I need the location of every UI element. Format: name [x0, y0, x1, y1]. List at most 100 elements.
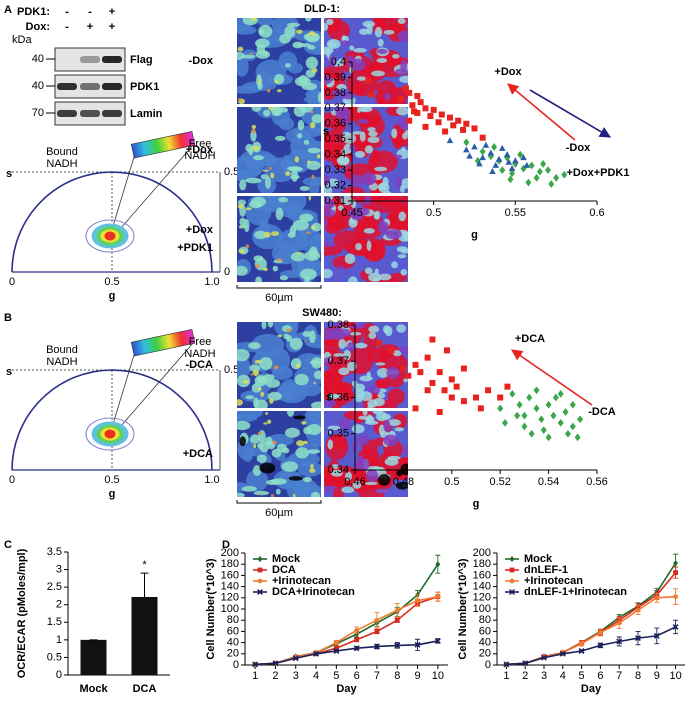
image-blob	[286, 335, 293, 342]
image-blob	[400, 248, 408, 254]
y-tick-label: 140	[473, 581, 491, 593]
blot-row-label: Dox:	[26, 21, 50, 33]
image-blob	[337, 155, 350, 166]
image-blob	[352, 480, 362, 489]
image-blob	[237, 349, 250, 362]
y-tick-label: 0.35	[328, 428, 349, 440]
y-tick-label: 80	[227, 614, 239, 626]
image-blob	[338, 418, 351, 430]
image-blob	[274, 135, 286, 141]
image-blob	[368, 325, 380, 333]
point	[540, 160, 547, 168]
point	[504, 383, 511, 390]
series-line	[255, 640, 439, 666]
phasor-contour	[104, 429, 116, 439]
point	[333, 648, 340, 654]
image-blob	[304, 250, 321, 261]
blot-row-label: PDK1:	[17, 6, 50, 18]
image-blob	[368, 385, 381, 394]
condition-label: +Dox	[186, 144, 214, 156]
micro-title: DLD-1:	[304, 3, 340, 15]
point	[526, 393, 533, 402]
point	[509, 389, 516, 398]
phasor-contour	[104, 231, 116, 241]
image-blob	[250, 129, 257, 142]
image-blob	[274, 80, 279, 84]
image-blob	[277, 258, 282, 262]
image-blob	[286, 411, 295, 417]
image-blob	[391, 261, 398, 269]
image-blob	[396, 470, 403, 477]
blot-band	[80, 83, 100, 90]
image-blob	[371, 70, 385, 77]
point	[512, 157, 519, 164]
image-blob	[237, 355, 251, 381]
image-blob	[372, 277, 380, 282]
point	[635, 635, 641, 642]
point	[479, 147, 486, 156]
image-blob	[313, 370, 321, 380]
image-blob	[374, 268, 379, 276]
image-blob	[285, 171, 291, 177]
image-blob	[397, 254, 407, 259]
blot-sign: +	[109, 6, 115, 18]
x-tick-label: 0.45	[341, 207, 362, 219]
point	[414, 641, 421, 648]
image-blob	[324, 198, 335, 210]
image-blob	[307, 423, 321, 435]
point	[528, 161, 535, 170]
y-tick-label: 0.39	[325, 71, 346, 83]
image-blob	[364, 196, 372, 206]
image-blob	[264, 231, 271, 238]
x-axis-label: Day	[581, 683, 602, 695]
point	[429, 380, 436, 386]
point	[503, 151, 511, 158]
image-blob	[324, 185, 333, 193]
image-blob	[260, 391, 265, 397]
y-tick-label: 180	[221, 558, 239, 570]
image-blob	[392, 350, 402, 357]
x-tick-label: 3	[541, 670, 547, 682]
image-blob	[309, 330, 316, 344]
image-blob	[378, 273, 392, 281]
s-label: s	[6, 168, 12, 180]
point	[429, 336, 436, 343]
point	[394, 607, 400, 613]
image-blob	[278, 197, 289, 203]
point	[257, 555, 263, 563]
image-blob	[341, 486, 355, 494]
blot-band	[102, 56, 122, 63]
image-blob	[251, 107, 262, 112]
condition-label: +Dox	[186, 224, 214, 236]
image-blob	[239, 217, 247, 226]
image-blob	[307, 160, 311, 164]
image-blob	[246, 469, 268, 492]
y-tick-label: 100	[221, 603, 239, 615]
image-blob	[245, 244, 250, 248]
image-blob	[237, 399, 244, 406]
image-blob	[306, 231, 311, 234]
panel-label: D	[222, 539, 230, 551]
image-blob	[367, 348, 390, 363]
y-tick-label: 40	[227, 637, 239, 649]
series-label: +DCA	[515, 333, 545, 345]
mw-marker: 40	[32, 53, 44, 65]
point	[424, 354, 431, 361]
bound-label: NADH	[46, 158, 77, 170]
point	[569, 400, 576, 409]
point	[502, 418, 509, 427]
point	[436, 369, 443, 376]
x-tick-label: 0.52	[489, 476, 510, 488]
image-blob	[367, 136, 380, 144]
y-tick-label: 40	[479, 637, 491, 649]
image-blob	[266, 419, 272, 424]
image-blob	[284, 427, 300, 438]
series-label: +Dox	[494, 66, 522, 78]
y-tick-label: 3	[56, 563, 62, 575]
point	[427, 113, 434, 120]
image-blob	[355, 243, 362, 251]
point	[412, 405, 419, 412]
image-blob	[359, 375, 373, 382]
point	[402, 85, 409, 92]
image-blob	[253, 397, 259, 408]
